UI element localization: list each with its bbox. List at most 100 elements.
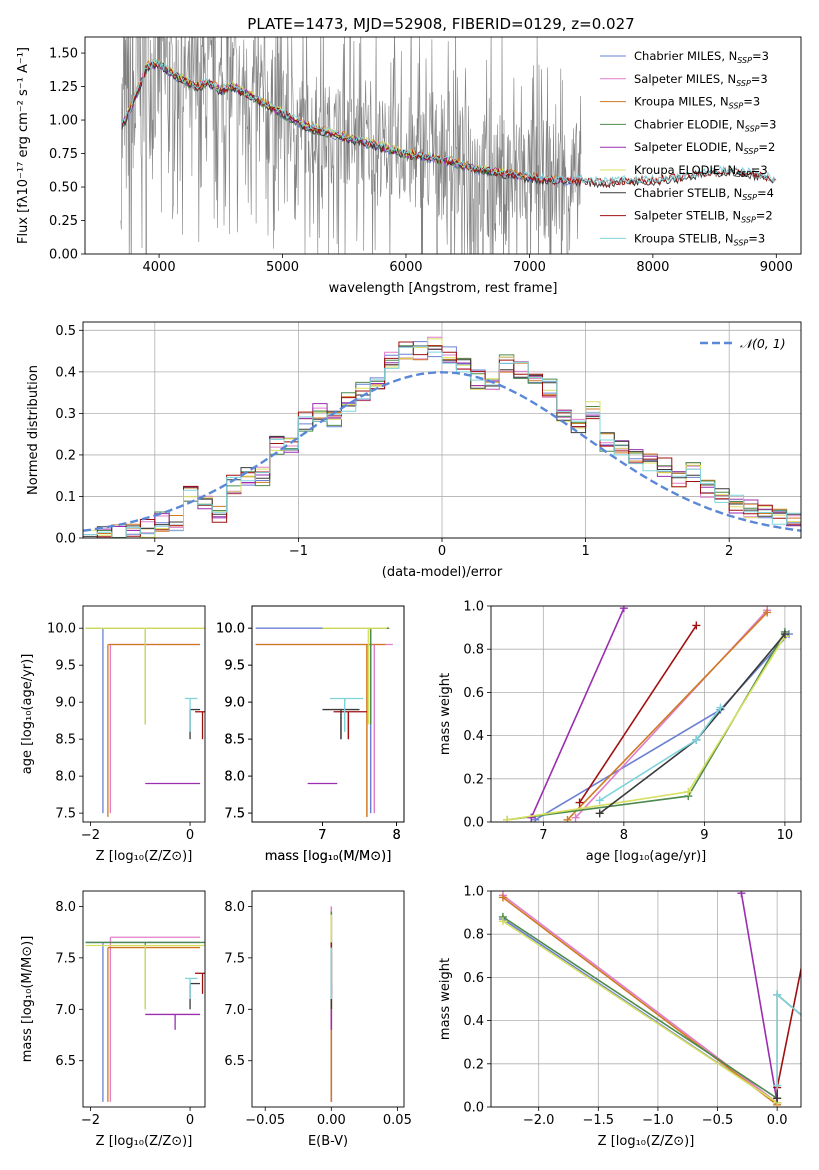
legend-subscript: SSP xyxy=(745,124,760,133)
legend-subscript: SSP xyxy=(744,147,759,156)
plot-area-weight_vs_age xyxy=(503,606,793,822)
y-tick-label: 0.6 xyxy=(463,686,484,701)
mass-weight-line xyxy=(578,624,697,804)
mass-weight-point xyxy=(498,893,507,902)
legend-value: =3 xyxy=(760,117,777,131)
x-axis-label: wavelength [Angstrom, rest frame] xyxy=(329,281,558,296)
plot-area-spectrum xyxy=(120,37,777,254)
y-tick-label: 1.25 xyxy=(49,80,78,95)
y-tick-label: 6.5 xyxy=(55,1054,76,1069)
y-tick-label: 7.5 xyxy=(224,951,245,966)
y-tick-label: 9.5 xyxy=(224,659,245,674)
mass-weight-line xyxy=(502,916,778,1100)
legend-label: 𝒩(0, 1) xyxy=(740,336,786,351)
mass-weight-line xyxy=(502,920,778,1104)
y-tick-label: 0.6 xyxy=(463,971,484,986)
y-tick-label: 8.0 xyxy=(224,770,245,785)
y-tick-label: 0.25 xyxy=(49,214,78,229)
y-tick-label: 0.2 xyxy=(55,448,76,463)
legend-label: Chabrier STELIB, NSSP=4 xyxy=(634,186,774,202)
y-tick-label: 0.0 xyxy=(463,1101,484,1116)
y-tick-label: 7.5 xyxy=(55,951,76,966)
mass-weight-line xyxy=(740,893,778,1103)
mass-weight-point xyxy=(780,630,789,639)
plot-area-age_vs_mass xyxy=(255,627,393,817)
x-tick-label: −2 xyxy=(81,1113,100,1128)
x-tick-label: −0.5 xyxy=(702,1113,734,1128)
mass-weight-point xyxy=(773,990,782,999)
gaussian-curve xyxy=(83,371,801,532)
x-tick-label: 7 xyxy=(318,828,326,843)
y-axis-label: Flux [fλ10⁻¹⁷ erg cm⁻² s⁻¹ A⁻¹] xyxy=(16,47,31,244)
x-tick-label: −2.0 xyxy=(523,1113,555,1128)
x-tick-label: 0 xyxy=(186,1113,194,1128)
y-tick-label: 9.0 xyxy=(224,696,245,711)
axes-frame xyxy=(82,605,206,823)
mass-weight-point xyxy=(498,917,507,926)
y-tick-label: 8.0 xyxy=(55,770,76,785)
mass-weight-point xyxy=(619,606,628,613)
mass-weight-point xyxy=(692,621,701,630)
x-tick-label: 7 xyxy=(318,828,326,843)
y-tick-label: 8.5 xyxy=(55,733,76,748)
x-tick-label: −2 xyxy=(81,828,100,843)
x-tick-label: 0.0 xyxy=(767,1113,788,1128)
legend-value: =2 xyxy=(758,140,775,154)
legend-value: =4 xyxy=(757,186,774,200)
plot-area-age_vs_Z xyxy=(85,627,205,817)
y-axis-label: mass [log₁₀(M/M⊙)] xyxy=(20,936,35,1063)
mass-weight-line xyxy=(502,896,778,1106)
y-tick-label: 8.0 xyxy=(224,770,245,785)
y-axis-label: Normed distribution xyxy=(26,365,41,495)
x-tick-label: −2 xyxy=(145,544,164,559)
y-tick-label: 10.0 xyxy=(216,622,245,637)
legend-subscript: SSP xyxy=(734,238,749,247)
y-tick-label: 0.4 xyxy=(55,365,76,380)
y-tick-label: 7.5 xyxy=(55,807,76,822)
x-axis-label: age [log₁₀(age/yr)] xyxy=(586,849,707,864)
x-tick-label: 2 xyxy=(725,544,733,559)
spectrum-legend: Chabrier MILES, NSSP=3 Salpeter MILES, NS… xyxy=(600,49,776,247)
x-tick-label: 8000 xyxy=(636,260,669,275)
mass-weight-point xyxy=(527,813,536,822)
y-tick-label: 8.0 xyxy=(55,900,76,915)
mass-weight-point xyxy=(809,1021,817,1029)
residual-histogram-step xyxy=(83,345,801,538)
y-tick-label: 9.5 xyxy=(55,659,76,674)
mass-weight-line xyxy=(506,631,786,821)
plot-area-residuals xyxy=(83,336,801,538)
x-tick-label: 10 xyxy=(777,828,794,843)
axes-frame xyxy=(251,890,405,1108)
mass-weight-line xyxy=(566,611,768,821)
legend-subscript: SSP xyxy=(736,79,751,88)
legend-value: =3 xyxy=(743,95,760,109)
y-tick-label: 10.0 xyxy=(216,622,245,637)
axes-age_vs_mass: 7 8 7.5 8.0 8.5 9.0 9.5 10.0 mass [log₁₀(M/M⊙)] xyxy=(216,605,405,864)
y-tick-label: 0.1 xyxy=(55,490,76,505)
mass-weight-line xyxy=(776,992,801,1086)
plot-area-weight_vs_Z xyxy=(498,891,817,1107)
mass-weight-point xyxy=(503,815,512,822)
legend-label: Kroupa STELIB, NSSP=3 xyxy=(634,231,765,247)
legend-label: Salpeter STELIB, NSSP=2 xyxy=(634,209,773,225)
x-tick-label: 9000 xyxy=(760,260,793,275)
legend-value: =2 xyxy=(756,209,773,223)
residual-histogram-step xyxy=(83,341,801,538)
plot-area-age_vs_mass xyxy=(340,628,375,817)
axes-mass_vs_EBV: −0.05 0.00 0.05 6.5 7.0 7.5 8.0 E(B-V) xyxy=(224,890,412,1149)
x-tick-label: 6000 xyxy=(389,260,422,275)
mass-weight-line xyxy=(599,707,722,802)
y-axis-label: mass weight xyxy=(438,958,453,1040)
x-tick-label: 7 xyxy=(539,828,547,843)
x-tick-label: 0.00 xyxy=(317,1113,346,1128)
x-tick-label: 1 xyxy=(581,544,589,559)
y-tick-label: 0.4 xyxy=(463,729,484,744)
y-axis-label: mass weight xyxy=(438,673,453,755)
mass-weight-point xyxy=(737,891,746,898)
axes-age_vs_Z: −2 0 7.5 8.0 8.5 9.0 9.5 10.0 Z [log₁₀(Z/Z⊙)] age… xyxy=(20,605,206,864)
mass-weight-line xyxy=(530,607,625,819)
residuals-legend: 𝒩(0, 1) xyxy=(700,336,786,351)
legend-value: =3 xyxy=(748,231,765,245)
mass-weight-point xyxy=(595,809,604,818)
